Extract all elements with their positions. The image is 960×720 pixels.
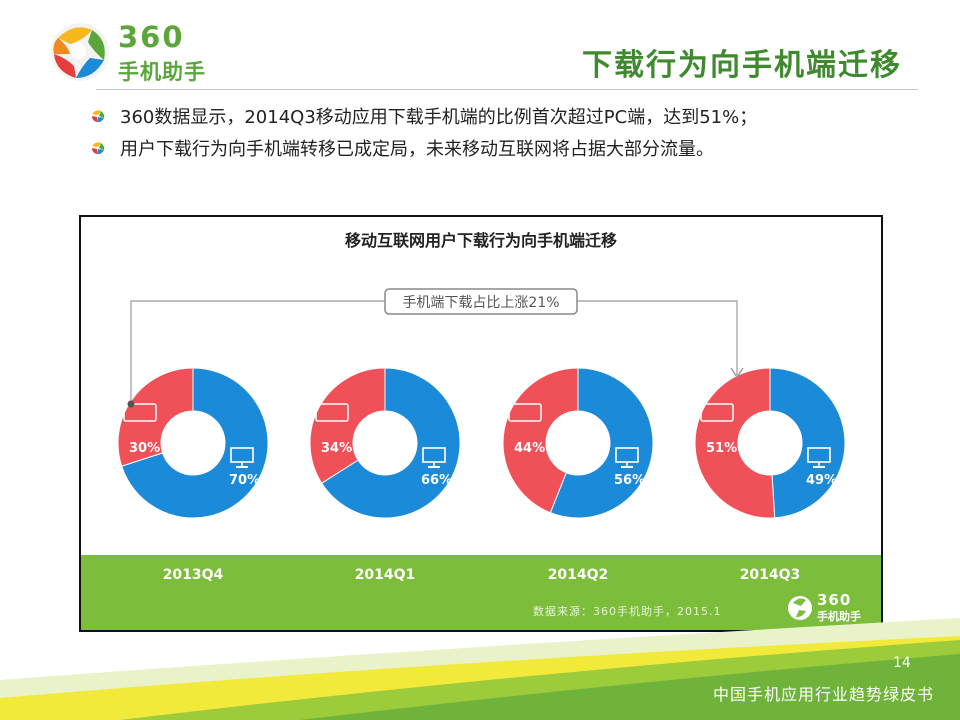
source-note: 数据来源：360手机助手，2015.1 [533,605,722,618]
data-label-mobile: 44% [514,441,545,456]
data-label-pc: 70% [229,473,260,488]
period-label: 2014Q2 [547,567,609,583]
data-label-pc: 66% [421,473,452,488]
period-label: 2014Q3 [739,567,801,583]
period-label: 2014Q1 [354,567,416,583]
phone-icon [315,403,349,422]
data-label-mobile: 51% [706,441,737,456]
bullet-logo-icon [92,110,105,123]
bullet-logo-icon [92,142,105,155]
chart-title: 移动互联网用户下载行为向手机端迁移 [344,231,617,250]
data-label-pc: 49% [806,473,837,488]
bullet-text: 360数据显示，2014Q3移动应用下载手机端的比例首次超过PC端，达到51%； [120,107,758,128]
band-logo: 360 手机助手 [787,591,875,625]
logo-mark-icon [51,23,109,81]
brand-logo: 360 手机助手 [48,18,238,84]
slice-pc [121,367,269,519]
period-label: 2013Q4 [162,567,224,583]
period-band: 2013Q4 2014Q1 2014Q2 2014Q3 数据来源：360手机助手… [81,555,881,630]
logo-text-name: 手机助手 [118,60,206,84]
donut-chart: 30% 70% 34% 66% 44% 56% 51% 49% 手机端下载占比上涨21% [117,288,846,519]
connector-dot [127,400,135,408]
monitor-icon [230,447,254,468]
bullet-item: 用户下载行为向手机端转移已成定局，未来移动互联网将占据大部分流量。 [90,134,714,162]
slice-pc [549,367,654,519]
band-logo-text-name: 手机助手 [817,610,861,623]
annotation-connector [577,300,738,375]
slice-pc [320,367,461,519]
title-divider [96,89,918,90]
bullet-item: 360数据显示，2014Q3移动应用下载手机端的比例首次超过PC端，达到51%； [90,102,757,130]
annotation-box [384,288,578,315]
slice-mobile [309,367,386,484]
monitor-icon [615,447,639,468]
data-label-mobile: 30% [129,441,160,456]
phone-icon [123,403,157,422]
logo-text-360: 360 [118,20,185,54]
band-logo-mark-icon [788,596,812,620]
slice-mobile [694,367,776,519]
page-title: 下载行为向手机端迁移 [582,48,902,83]
annotation-connector [130,300,385,403]
arrow-head-icon [730,367,744,379]
page-number: 14 [893,655,911,671]
band-logo-text-360: 360 [817,591,852,609]
data-label-pc: 56% [614,473,645,488]
phone-icon [508,403,542,422]
footer-title: 中国手机应用行业趋势绿皮书 [712,685,934,704]
annotation-text: 手机端下载占比上涨21% [402,295,559,311]
monitor-icon [807,447,831,468]
footer-swoosh [0,618,960,720]
phone-icon [700,403,734,422]
bullet-text: 用户下载行为向手机端转移已成定局，未来移动互联网将占据大部分流量。 [120,139,714,160]
monitor-icon [422,447,446,468]
slice-pc [769,367,846,519]
data-label-mobile: 34% [321,441,352,456]
chart-frame: 移动互联网用户下载行为向手机端迁移 30% 70% 34% 66% 44% 56% 51% 4… [79,215,883,632]
